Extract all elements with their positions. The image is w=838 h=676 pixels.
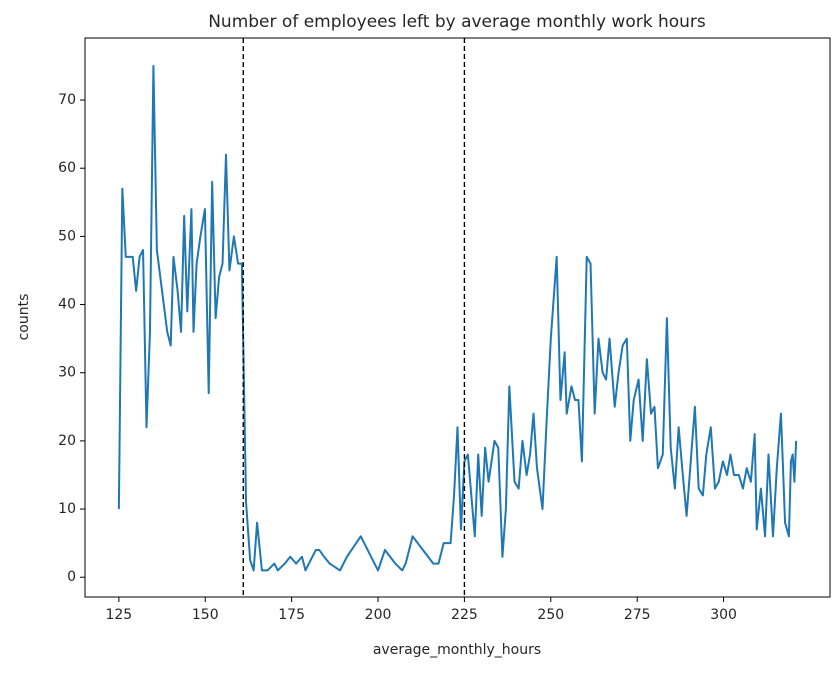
x-tick-label: 225 [451, 607, 478, 623]
chart-title: Number of employees left by average mont… [208, 12, 706, 32]
plot-frame [84, 37, 831, 598]
data-line [117, 64, 798, 572]
y-tick-label: 10 [58, 501, 76, 517]
y-axis-label: counts [16, 294, 32, 341]
y-tick-label: 20 [58, 433, 76, 449]
x-tick-label: 300 [710, 607, 737, 623]
x-tick-label: 275 [624, 607, 651, 623]
y-tick-label: 70 [58, 92, 76, 108]
y-tick-label: 0 [67, 569, 76, 585]
x-tick-label: 200 [365, 607, 392, 623]
y-tick-label: 50 [58, 228, 76, 244]
x-tick-label: 150 [192, 607, 219, 623]
x-tick-label: 175 [278, 607, 305, 623]
y-tick-label: 40 [58, 297, 76, 313]
x-tick-label: 250 [537, 607, 564, 623]
y-tick-label: 30 [58, 365, 76, 381]
y-tick-label: 60 [58, 160, 76, 176]
x-axis-label: average_monthly_hours [373, 642, 541, 658]
x-tick-label: 125 [105, 607, 132, 623]
